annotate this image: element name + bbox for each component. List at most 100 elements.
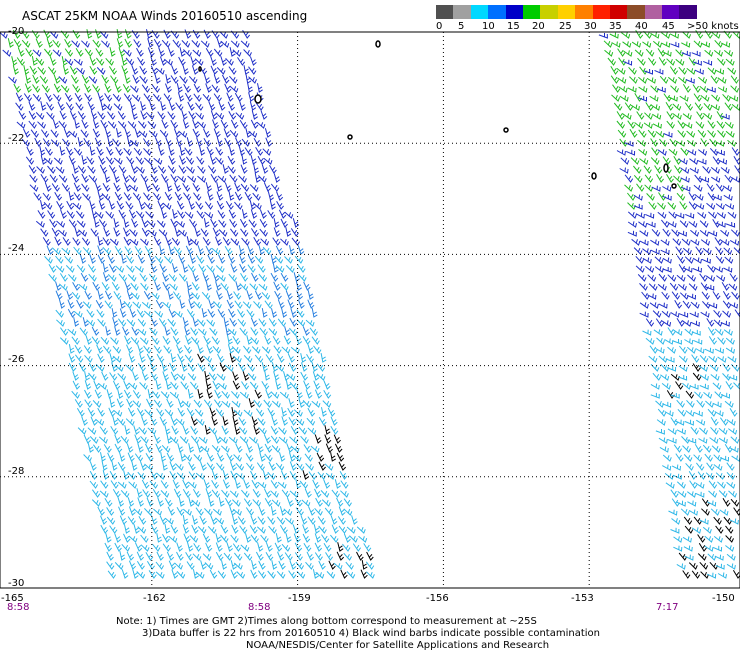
wind-barb xyxy=(625,175,633,182)
wind-barb xyxy=(98,112,105,119)
wind-barb xyxy=(248,373,256,380)
wind-barb xyxy=(198,319,206,326)
wind-barb xyxy=(34,193,41,200)
wind-barb xyxy=(125,183,131,191)
wind-barb xyxy=(246,453,253,461)
wind-barb xyxy=(318,517,325,525)
wind-barb xyxy=(236,473,244,479)
wind-barb xyxy=(690,384,698,389)
wind-barb xyxy=(209,427,217,434)
wind-barb xyxy=(144,291,151,299)
wind-barb xyxy=(67,291,73,300)
wind-barb xyxy=(96,300,103,308)
wind-barb xyxy=(105,498,112,506)
wind-barb xyxy=(77,408,84,416)
wind-barb xyxy=(33,50,41,56)
wind-barb xyxy=(690,168,698,174)
legend-swatch xyxy=(540,5,557,19)
wind-barb xyxy=(73,164,78,173)
wind-barb xyxy=(17,58,24,66)
wind-barb xyxy=(72,41,80,47)
wind-barb xyxy=(660,447,668,453)
wind-barb xyxy=(293,218,299,227)
wind-barb xyxy=(251,209,257,218)
wind-barb xyxy=(155,74,161,83)
wind-barb xyxy=(173,480,179,488)
wind-barb xyxy=(271,506,276,515)
wind-barb xyxy=(731,86,739,92)
wind-barb xyxy=(194,193,202,200)
wind-barb xyxy=(721,230,729,236)
wind-barb xyxy=(212,337,220,344)
wind-barb xyxy=(70,111,76,119)
wind-barb xyxy=(154,237,161,245)
wind-barb xyxy=(268,472,276,479)
wind-barb xyxy=(716,526,724,533)
wind-barb xyxy=(204,218,209,227)
wind-barb xyxy=(646,49,654,56)
wind-barb xyxy=(702,258,710,263)
wind-barb xyxy=(711,374,719,380)
wind-barb xyxy=(157,552,164,560)
wind-barb xyxy=(628,121,635,128)
wind-barb xyxy=(141,462,147,471)
wind-barb xyxy=(255,173,260,182)
wind-barb xyxy=(168,319,176,326)
wind-barb xyxy=(214,74,220,83)
wind-barb xyxy=(113,416,118,425)
wind-barb xyxy=(315,489,322,497)
wind-barb xyxy=(185,212,193,218)
wind-barb xyxy=(122,66,128,74)
wind-barb xyxy=(227,300,234,308)
wind-barb xyxy=(211,111,217,120)
wind-barb xyxy=(709,491,717,497)
wind-barb xyxy=(662,402,670,407)
wind-barb xyxy=(124,193,131,201)
wind-barb xyxy=(137,572,145,579)
wind-barb xyxy=(285,553,292,561)
wind-barb xyxy=(154,435,160,443)
wind-barb xyxy=(329,561,336,569)
wind-barb xyxy=(193,30,200,38)
wind-barb xyxy=(92,500,100,506)
wind-barb xyxy=(43,237,50,245)
wind-barb xyxy=(139,131,147,137)
legend-swatch xyxy=(506,5,523,19)
wind-barb xyxy=(171,372,178,380)
wind-barb xyxy=(679,346,687,353)
wind-barb xyxy=(162,445,170,452)
wind-barb xyxy=(186,552,193,560)
wind-barb xyxy=(708,303,716,308)
wind-barb xyxy=(80,254,86,263)
wind-barb xyxy=(693,364,700,372)
wind-barb xyxy=(306,562,314,569)
wind-barb xyxy=(103,183,110,191)
wind-barb xyxy=(41,174,48,182)
wind-barb xyxy=(720,456,728,461)
wind-barb xyxy=(650,240,658,246)
wind-barb xyxy=(85,380,91,389)
wind-barb xyxy=(138,472,146,479)
wind-barb xyxy=(282,544,290,551)
wind-barb xyxy=(41,229,48,236)
wind-barb xyxy=(692,355,699,362)
wind-barb xyxy=(95,138,102,146)
wind-barb xyxy=(707,87,715,92)
wind-barb xyxy=(153,489,160,497)
wind-barb xyxy=(243,30,250,38)
wind-barb xyxy=(701,138,708,146)
wind-barb xyxy=(678,375,686,380)
wind-barb xyxy=(645,213,653,218)
wind-barb xyxy=(82,417,88,426)
wind-barb xyxy=(180,47,185,56)
wind-barb xyxy=(317,453,324,461)
wind-barb xyxy=(88,443,93,452)
wind-barb xyxy=(43,193,51,200)
wind-barb xyxy=(287,498,293,506)
wind-barb xyxy=(231,41,239,47)
wind-barb xyxy=(725,122,733,128)
wind-barb xyxy=(671,312,679,318)
wind-barb xyxy=(121,490,129,497)
wind-barb xyxy=(290,382,298,389)
wind-barb xyxy=(235,301,243,308)
